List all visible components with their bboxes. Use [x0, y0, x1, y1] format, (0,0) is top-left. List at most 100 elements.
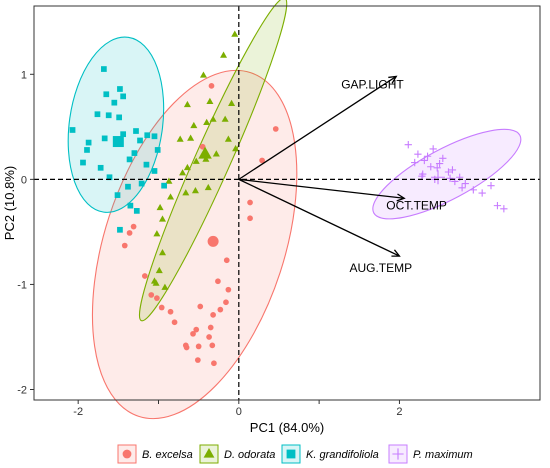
- data-point-d-odorata: [153, 230, 161, 237]
- data-point-b-excelsa: [210, 312, 216, 318]
- confidence-ellipse-k-grandifoliola: [67, 36, 165, 213]
- data-point-p-maximum: [427, 163, 435, 171]
- data-point-b-excelsa: [206, 334, 212, 340]
- data-point-b-excelsa: [171, 319, 178, 326]
- data-point-d-odorata: [176, 135, 184, 142]
- data-point-d-odorata: [220, 51, 228, 58]
- data-point-b-excelsa: [223, 257, 230, 264]
- data-point-k-grandifoliola: [117, 226, 123, 233]
- y-tick-label: -2: [17, 384, 27, 396]
- data-point-k-grandifoliola: [114, 192, 121, 198]
- data-point-b-excelsa: [194, 357, 201, 363]
- data-point-k-grandifoliola: [151, 133, 158, 140]
- data-point-p-maximum: [458, 184, 466, 192]
- data-point-d-odorata: [187, 134, 195, 141]
- data-point-p-maximum: [404, 141, 412, 149]
- data-point-k-grandifoliola: [154, 147, 161, 153]
- data-point-k-grandifoliola: [151, 168, 158, 174]
- data-point-b-excelsa: [208, 82, 215, 89]
- centroid-layer: [112, 136, 445, 247]
- loading-arrowhead-aug-temp: [391, 249, 401, 257]
- data-point-k-grandifoliola: [144, 132, 151, 139]
- data-point-p-maximum: [469, 186, 477, 194]
- data-point-d-odorata: [206, 97, 214, 104]
- loading-arrow-gap-light: [238, 75, 397, 180]
- loading-arrowhead-gap-light: [388, 75, 398, 84]
- data-point-p-maximum: [500, 205, 508, 213]
- data-point-d-odorata: [212, 150, 220, 157]
- data-point-b-excelsa: [197, 303, 204, 310]
- data-point-d-odorata: [203, 118, 211, 125]
- data-point-p-maximum: [446, 174, 454, 182]
- legend-marker-p-maximum: [392, 448, 404, 460]
- data-point-k-grandifoliola: [80, 159, 86, 166]
- y-axis: -2 -1 0 1: [17, 69, 34, 396]
- data-point-b-excelsa: [141, 273, 148, 279]
- data-point-p-maximum: [420, 156, 428, 165]
- data-point-b-excelsa: [225, 286, 232, 293]
- data-point-k-grandifoliola: [101, 66, 107, 72]
- data-point-p-maximum: [478, 189, 486, 197]
- data-point-k-grandifoliola: [131, 150, 138, 156]
- data-point-p-maximum: [493, 201, 502, 210]
- legend-item-k-grandifoliola: K. grandifoliola: [281, 444, 379, 464]
- data-point-p-maximum: [435, 159, 444, 168]
- data-point-b-excelsa: [259, 157, 265, 164]
- data-point-b-excelsa: [190, 330, 196, 337]
- centroid-p-maximum: [430, 170, 445, 185]
- data-point-d-odorata: [231, 30, 239, 37]
- data-point-k-grandifoliola: [126, 156, 133, 163]
- data-point-k-grandifoliola: [125, 183, 131, 190]
- data-point-p-maximum: [418, 172, 426, 180]
- data-point-k-grandifoliola: [101, 135, 108, 142]
- data-point-k-grandifoliola: [105, 112, 112, 119]
- data-point-d-odorata: [221, 115, 229, 122]
- data-point-p-maximum: [433, 164, 441, 172]
- data-point-d-odorata: [182, 189, 190, 196]
- y-axis-title: PC2 (10.8%): [2, 166, 17, 240]
- data-point-k-grandifoliola: [116, 114, 122, 121]
- data-point-b-excelsa: [217, 306, 224, 313]
- data-point-b-excelsa: [121, 242, 128, 249]
- data-point-p-maximum: [444, 168, 453, 176]
- loading-label-aug-temp: AUG.TEMP: [349, 261, 412, 275]
- data-point-d-odorata: [155, 266, 163, 274]
- x-tick-label: -2: [73, 406, 83, 418]
- data-point-b-excelsa: [195, 343, 202, 350]
- data-point-b-excelsa: [211, 360, 217, 367]
- data-point-b-excelsa: [247, 215, 253, 222]
- data-point-d-odorata: [199, 71, 207, 78]
- y-tick-label: -1: [17, 279, 27, 291]
- legend-item-p-maximum: P. maximum: [388, 444, 473, 464]
- loading-arrowhead-oct-temp: [396, 193, 406, 202]
- data-point-k-grandifoliola: [143, 161, 150, 168]
- data-point-d-odorata: [158, 249, 167, 256]
- data-point-d-odorata: [167, 193, 175, 200]
- data-point-d-odorata: [209, 115, 217, 122]
- data-point-d-odorata: [183, 100, 191, 108]
- data-point-d-odorata: [192, 157, 200, 164]
- point-layer: [69, 30, 508, 367]
- data-point-b-excelsa: [148, 292, 155, 298]
- data-point-k-grandifoliola: [137, 137, 143, 144]
- confidence-ellipse-b-excelsa: [91, 69, 298, 420]
- ellipse-layer: [67, 0, 522, 420]
- data-point-k-grandifoliola: [69, 127, 76, 133]
- data-point-k-grandifoliola: [138, 180, 145, 187]
- loading-arrow-aug-temp: [238, 178, 400, 257]
- legend-item-d-odorata: D. odorata: [199, 444, 275, 464]
- data-point-d-odorata: [158, 215, 167, 222]
- centroid-b-excelsa: [207, 235, 219, 247]
- data-point-b-excelsa: [215, 278, 221, 285]
- loading-arrow-layer: GAP.LIGHT OCT.TEMP AUG.TEMP: [238, 75, 447, 275]
- data-point-b-excelsa: [207, 324, 214, 331]
- data-point-k-grandifoliola: [97, 164, 104, 171]
- x-tick-label: 2: [396, 406, 402, 418]
- data-point-d-odorata: [165, 177, 173, 184]
- confidence-ellipse-p-maximum: [372, 128, 522, 220]
- data-point-d-odorata: [191, 187, 199, 194]
- data-point-b-excelsa: [183, 344, 190, 351]
- data-point-b-excelsa: [130, 223, 137, 230]
- loading-label-gap-light: GAP.LIGHT: [341, 77, 404, 91]
